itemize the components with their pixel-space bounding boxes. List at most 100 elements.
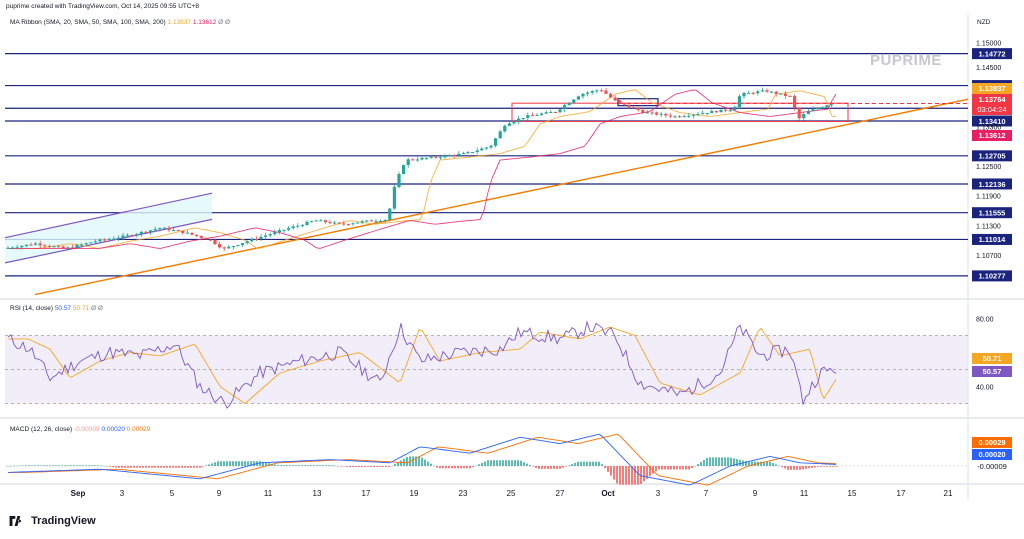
macd-hist-bar [142, 466, 144, 468]
macd-hist-bar [706, 458, 708, 466]
tradingview-logo[interactable]: TradingView [8, 515, 96, 527]
macd-hist-bar [523, 462, 525, 466]
macd-hist-bar [490, 460, 492, 466]
zone-box-small [617, 98, 659, 107]
macd-hist-bar [106, 466, 108, 467]
macd-hist-bar [547, 466, 549, 469]
macd-hist-bar [67, 465, 69, 466]
macd-hist-bar [544, 466, 546, 469]
macd-hist-bar [622, 466, 624, 485]
macd-hist-bar [109, 466, 111, 467]
candle-body [6, 247, 10, 249]
candle-body [47, 245, 51, 247]
hide-icon[interactable]: Ø [97, 305, 103, 312]
macd-hist-bar [43, 465, 45, 466]
candle-body [254, 238, 258, 240]
macd-hist-bar [787, 466, 789, 470]
candle-body [480, 148, 484, 151]
candle-body [356, 222, 360, 224]
macd-hist-bar [736, 459, 738, 466]
macd-hist-bar [211, 463, 213, 466]
hide-icon[interactable]: Ø [218, 19, 224, 26]
macd-legend[interactable]: MACD (12, 26, close) -0.00009 0.00020 0.… [10, 426, 150, 433]
candle-body [162, 227, 166, 229]
candle-body [365, 220, 369, 222]
macd-hist-bar [247, 461, 249, 466]
candle-body [783, 93, 787, 96]
candle-body [415, 159, 419, 161]
x-tick-label: 3 [120, 489, 125, 498]
candle-body [553, 111, 557, 113]
candle-body [714, 111, 718, 113]
macd-hist-bar [553, 466, 555, 469]
macd-hist-bar [517, 460, 519, 466]
macd-hist-bar [187, 466, 189, 468]
macd-hist-bar [646, 466, 648, 479]
macd-hist-bar [163, 466, 165, 468]
candle-body [429, 156, 433, 158]
x-tick-label: 13 [313, 489, 322, 498]
macd-hist-bar [52, 465, 54, 466]
level-badge [972, 207, 1012, 219]
macd-hist-bar [424, 459, 426, 466]
macd-hist-bar [154, 466, 156, 468]
macd-hist-bar [124, 466, 126, 468]
x-tick-label: 9 [217, 489, 222, 498]
macd-hist-bar [334, 465, 336, 467]
macd-hist-bar [127, 466, 129, 468]
macd-hist-bar [103, 465, 105, 467]
macd-hist-bar [613, 466, 615, 480]
price-tick-label: 1.10700 [976, 253, 1001, 260]
candle-body [411, 159, 415, 161]
candle-body [498, 131, 502, 139]
macd-hist-bar [586, 461, 588, 466]
candle-body [11, 247, 15, 249]
macd-hist-bar [457, 466, 459, 469]
macd-hist-bar [412, 456, 414, 466]
macd-hist-bar [16, 465, 18, 467]
macd-hist-bar [94, 465, 96, 466]
candle-body [20, 245, 24, 248]
macd-hist-bar [673, 466, 675, 470]
macd-hist-bar [679, 466, 681, 470]
candle-body [673, 116, 677, 118]
candle-body [475, 150, 479, 152]
macd-hist-bar [565, 466, 567, 467]
ma-ribbon-legend[interactable]: MA Ribbon (SMA, 20, SMA, 50, SMA, 100, S… [10, 19, 230, 26]
candle-body [728, 110, 732, 112]
macd-hist-bar [745, 461, 747, 466]
candle-body [360, 221, 364, 223]
candle-body [609, 93, 613, 98]
candle-body [816, 108, 820, 110]
level-label: 1.11014 [979, 235, 1007, 244]
countdown-badge: 03:04:24 [972, 104, 1012, 115]
candle-body [599, 90, 603, 92]
candle-body [342, 223, 346, 225]
candle-body [185, 232, 189, 234]
macd-hist-bar [442, 466, 444, 469]
macd-hist-bar [310, 465, 312, 466]
channel-fill [5, 193, 212, 263]
macd-hist-bar [181, 466, 183, 468]
macd-hist-bar [286, 465, 288, 466]
x-tick-label: Oct [601, 489, 615, 498]
macd-hist-bar [628, 466, 630, 485]
hide-icon[interactable]: Ø [91, 305, 97, 312]
macd-hist-bar [820, 466, 822, 467]
candle-body [43, 245, 47, 247]
candle-body [388, 208, 392, 220]
hide-icon[interactable]: Ø [225, 19, 231, 26]
macd-hist-bar [271, 463, 273, 466]
macd-hist-bar [766, 461, 768, 466]
macd-hist-bar [313, 465, 315, 466]
candle-body [563, 105, 567, 110]
candle-body [245, 241, 249, 244]
rsi-legend[interactable]: RSI (14, close) 50.57 50.71 Ø Ø [10, 305, 103, 312]
level-label: 1.13410 [978, 117, 1005, 126]
macd-hist-bar [799, 466, 801, 470]
candle-body [333, 222, 337, 224]
macd-hist-bar [823, 466, 825, 467]
candle-body [227, 246, 231, 249]
rsi-ma-value: 50.71 [72, 305, 90, 312]
